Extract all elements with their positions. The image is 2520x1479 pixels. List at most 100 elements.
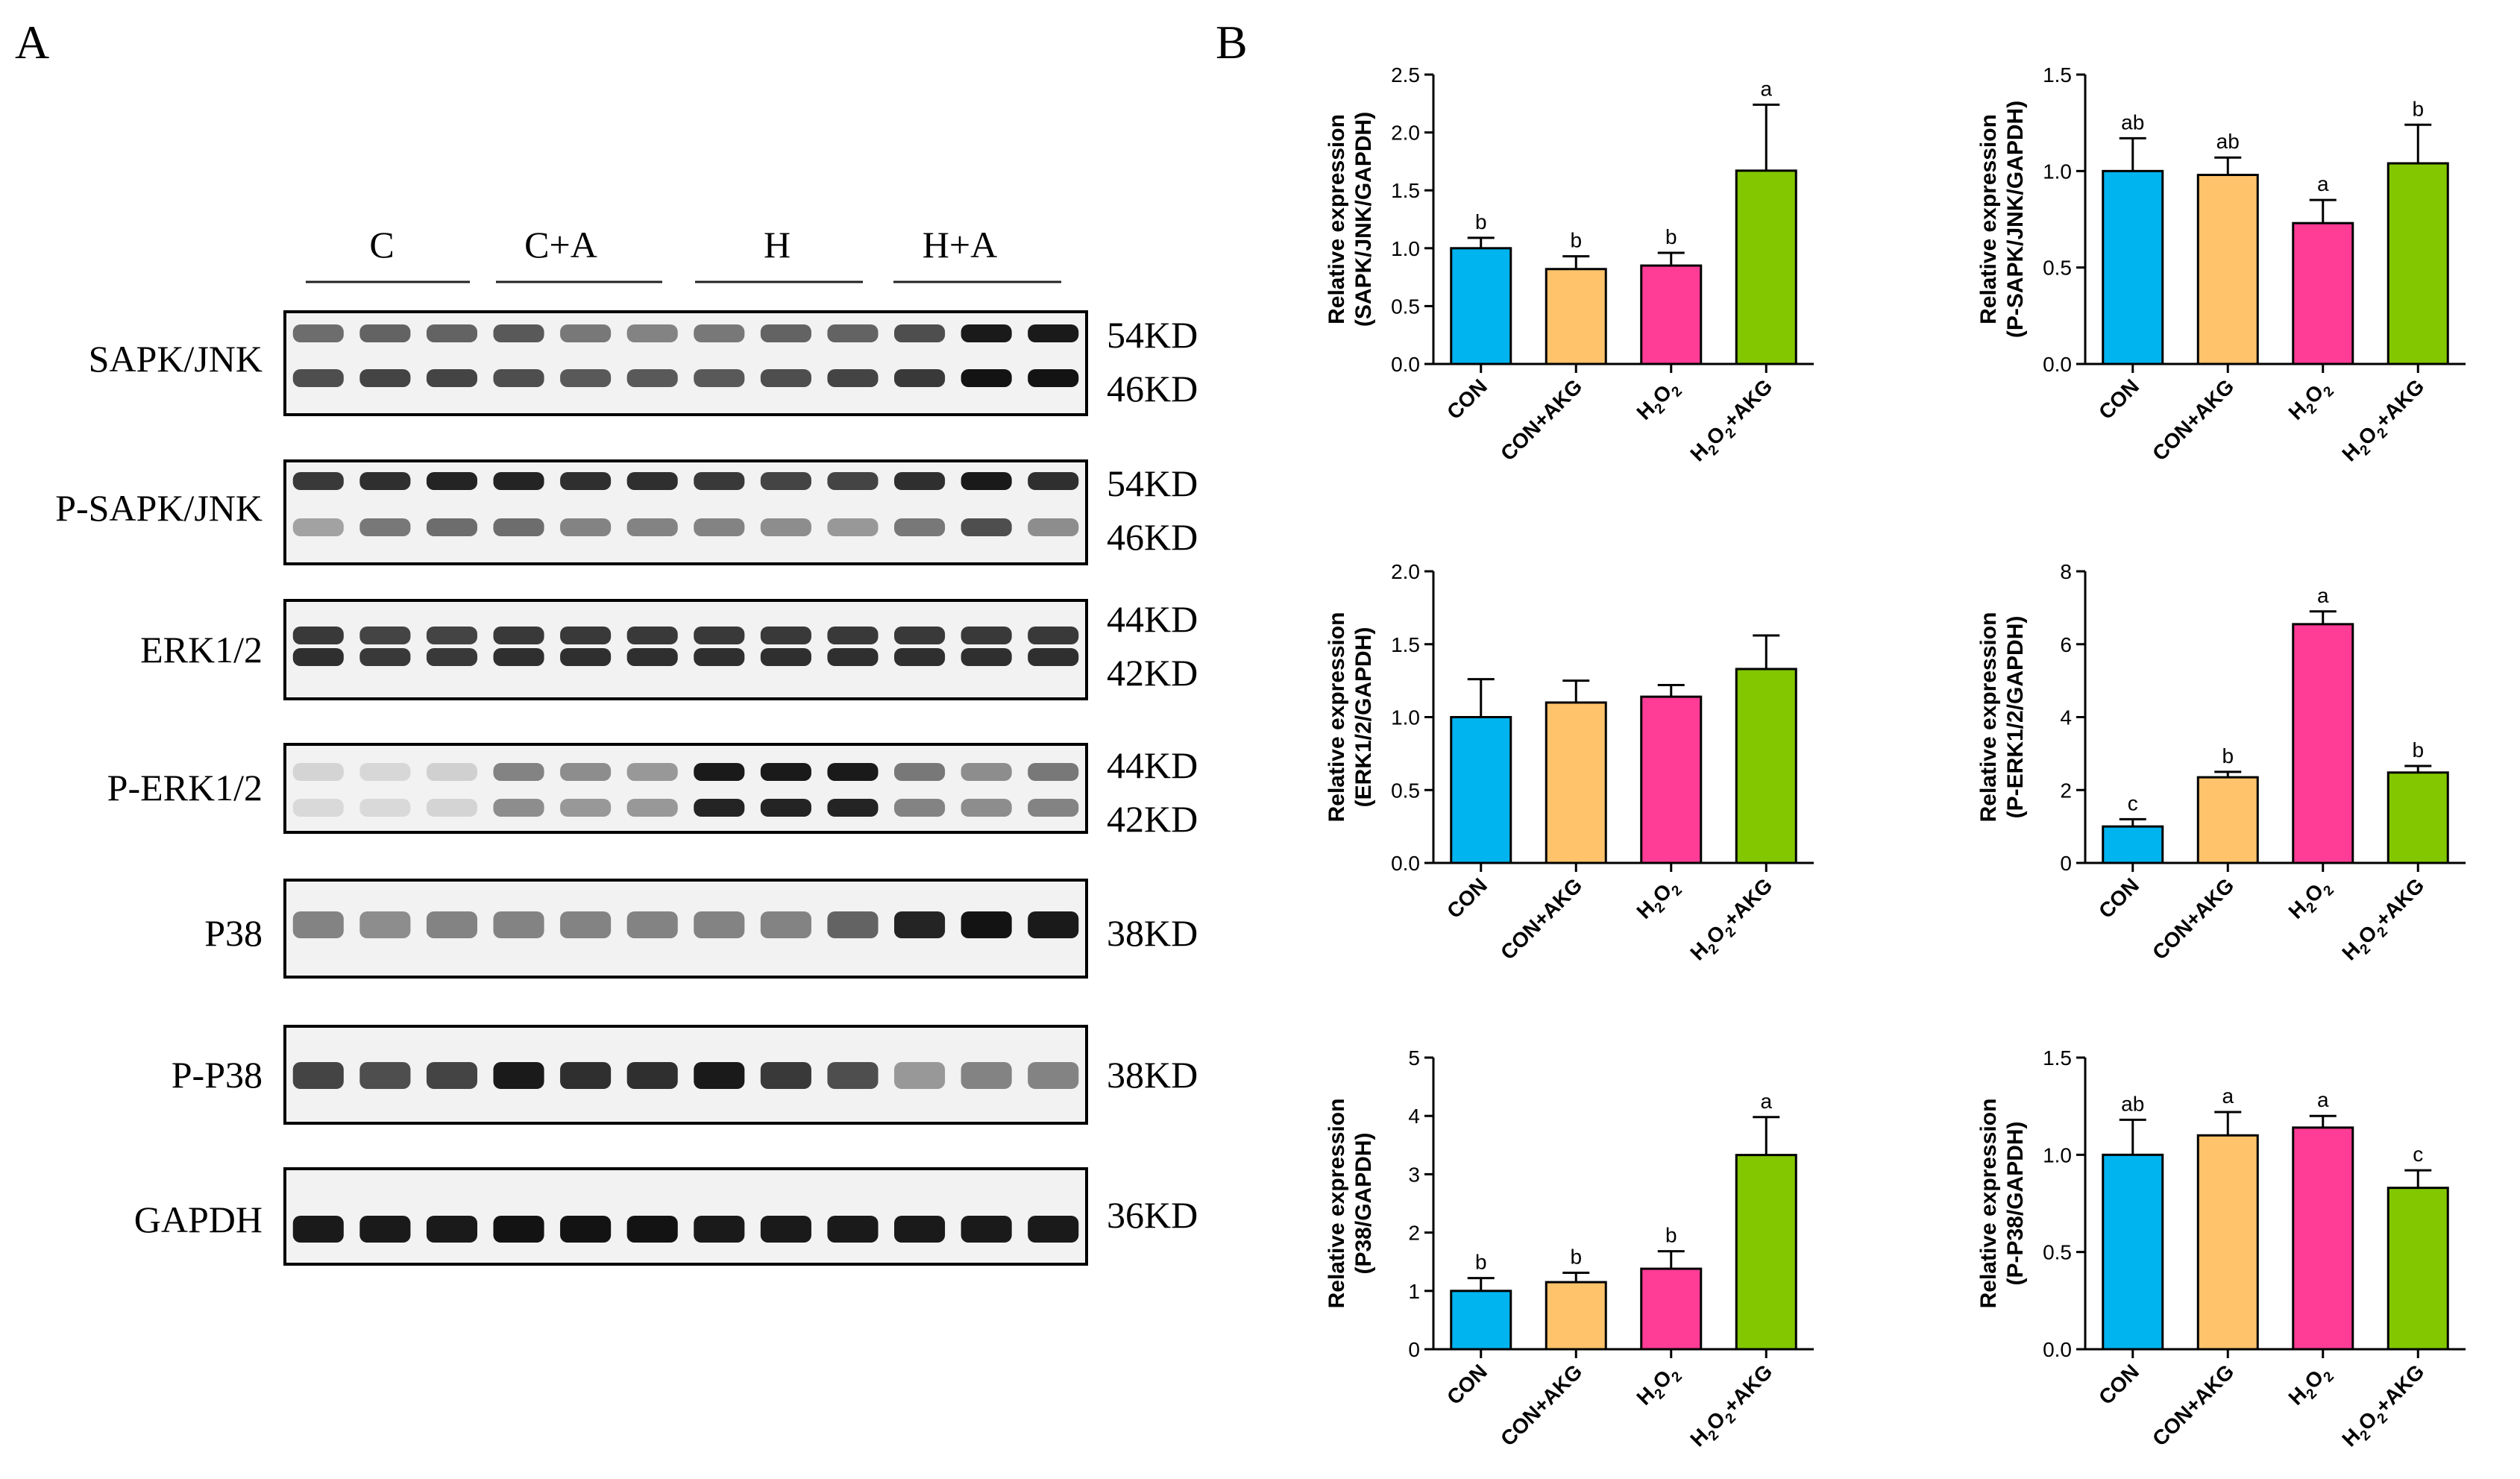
bar [1640, 1267, 1703, 1351]
blot-frame [283, 459, 1088, 565]
blot-band [961, 911, 1012, 938]
blot-band [894, 799, 946, 817]
x-tick-label: H2O2+AKG [1685, 1360, 1780, 1454]
blot-band [827, 763, 879, 781]
x-tick-label: CON [1442, 873, 1492, 923]
blot-band [1028, 1216, 1079, 1243]
blot-band [961, 627, 1012, 644]
bar-chart: 0.0 0.5 1.0 1.5 Relative expression (P-P38/GA… [1976, 1046, 2466, 1451]
blot: ERK1/2 44KD 42KD [140, 598, 1198, 700]
blot-band [560, 627, 612, 644]
blot-band [694, 627, 745, 644]
blot-band [961, 1062, 1012, 1089]
group-label: H+A [923, 224, 997, 266]
x-tick-label: H2O2+AKG [2337, 374, 2432, 469]
bar [2387, 771, 2449, 864]
blot-label: P38 [204, 912, 263, 954]
significance-letter: b [1475, 1251, 1487, 1274]
group-label: H [764, 224, 791, 266]
blot-band [894, 648, 946, 666]
blot-band [292, 1062, 344, 1089]
blot-band [493, 911, 544, 938]
y-tick-label: 4 [1408, 1105, 1420, 1128]
y-tick-label: 0.5 [1391, 295, 1420, 318]
kd-label: 54KD [1107, 462, 1198, 504]
blot-band [560, 799, 612, 817]
bar [1545, 701, 1607, 864]
blot-band [493, 1216, 544, 1243]
blot-band [760, 1216, 811, 1243]
y-tick-label: 2.5 [1391, 63, 1420, 87]
y-tick-label: 0.0 [1391, 353, 1420, 376]
blot-band [694, 518, 745, 536]
significance-letter: c [2128, 791, 2138, 814]
y-tick-label: 4 [2060, 706, 2072, 729]
x-tick-label: H2O2 [2284, 1360, 2337, 1413]
blot-band [894, 627, 946, 644]
blot-label: ERK1/2 [140, 629, 263, 671]
blot-band [626, 911, 678, 938]
bar [2387, 162, 2449, 365]
significance-letter: a [2317, 1088, 2329, 1111]
significance-letter: b [2222, 744, 2234, 767]
blot-band [626, 648, 678, 666]
blot-band [760, 648, 811, 666]
blot-band [694, 799, 745, 817]
blot-band [894, 1062, 946, 1089]
blot-band [426, 799, 477, 817]
blot-frame [283, 310, 1088, 416]
blot-band [359, 763, 411, 781]
blot-frame [283, 743, 1088, 834]
blot-band [1028, 799, 1079, 817]
blot-band [1028, 911, 1079, 938]
significance-letter: b [1570, 1246, 1582, 1269]
blot-band [961, 369, 1012, 387]
bar [1450, 716, 1512, 864]
blot-band [493, 324, 544, 342]
group-label: C [369, 224, 394, 266]
y-tick-label: 0.5 [2043, 257, 2072, 280]
blot-band [894, 369, 946, 387]
blot-band [894, 763, 946, 781]
blot-band [626, 1062, 678, 1089]
blot-band [292, 324, 344, 342]
y-tick-label: 3 [1408, 1163, 1420, 1186]
x-tick-label: CON [2094, 873, 2143, 923]
x-tick-label: CON+AKG [1496, 873, 1586, 964]
blot-band [894, 1216, 946, 1243]
blot-band [426, 324, 477, 342]
blot-band [694, 324, 745, 342]
blot-band [626, 763, 678, 781]
blot-band [694, 1062, 745, 1089]
significance-letter: a [1760, 1090, 1772, 1113]
blot-band [827, 1062, 879, 1089]
blot-band [626, 472, 678, 490]
blot: GAPDH 36KD [134, 1167, 1198, 1266]
blot-band [626, 518, 678, 536]
bar-chart: 0 2 4 6 8 Relative expression (P-ERK1/2/GAPDH)… [1976, 560, 2466, 964]
y-tick-label: 0.0 [1391, 852, 1420, 875]
bar [1545, 268, 1607, 365]
kd-label: 44KD [1107, 598, 1198, 640]
blot-band [292, 799, 344, 817]
blot-band [827, 911, 879, 938]
blot-band [694, 472, 745, 490]
y-tick-label: 2.0 [1391, 560, 1420, 583]
y-tick-label: 6 [2060, 633, 2072, 656]
y-axis-label: Relative expression (ERK1/2/GAPDH) [1325, 612, 1376, 823]
blot-band [961, 1216, 1012, 1243]
y-axis-label: Relative expression (P38/GAPDH) [1325, 1099, 1376, 1309]
x-tick-label: CON [2094, 374, 2143, 424]
kd-label: 36KD [1107, 1194, 1198, 1236]
y-tick-label: 0.0 [2043, 353, 2072, 376]
x-tick-label: H2O2 [1632, 374, 1685, 428]
kd-label: 42KD [1107, 652, 1198, 694]
blot-band [760, 472, 811, 490]
y-tick-label: 0 [1408, 1338, 1420, 1361]
blot-band [1028, 648, 1079, 666]
blot-band [894, 518, 946, 536]
blot-band [292, 518, 344, 536]
blot-band [493, 763, 544, 781]
bar [2196, 776, 2259, 864]
